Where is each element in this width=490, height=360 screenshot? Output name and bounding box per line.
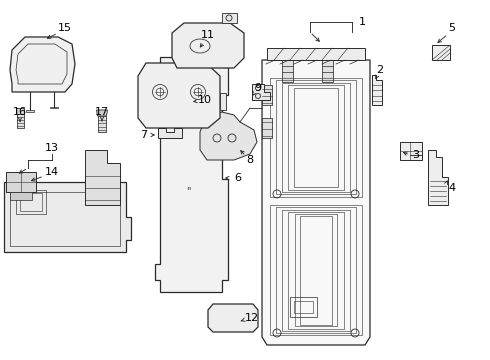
Polygon shape <box>222 13 237 23</box>
Polygon shape <box>16 108 24 114</box>
Polygon shape <box>262 60 370 345</box>
Polygon shape <box>220 93 226 110</box>
Polygon shape <box>432 45 450 60</box>
Polygon shape <box>155 57 228 292</box>
Text: 13: 13 <box>45 143 59 153</box>
Polygon shape <box>372 75 382 105</box>
Polygon shape <box>158 128 182 138</box>
Polygon shape <box>172 23 244 68</box>
Polygon shape <box>321 60 333 82</box>
Polygon shape <box>17 114 24 128</box>
Polygon shape <box>6 172 36 192</box>
Text: 15: 15 <box>58 23 72 33</box>
Text: 9: 9 <box>254 83 262 93</box>
Polygon shape <box>97 110 107 116</box>
Polygon shape <box>262 85 272 105</box>
Polygon shape <box>200 112 257 160</box>
Polygon shape <box>4 182 131 252</box>
Polygon shape <box>267 48 365 60</box>
Polygon shape <box>281 60 293 82</box>
Polygon shape <box>26 110 34 112</box>
Text: 3: 3 <box>412 150 419 160</box>
Polygon shape <box>10 37 75 92</box>
Polygon shape <box>85 150 120 205</box>
Text: 4: 4 <box>448 183 456 193</box>
Text: 12: 12 <box>245 313 259 323</box>
Polygon shape <box>262 118 272 138</box>
Text: 7: 7 <box>141 130 147 140</box>
Text: 16: 16 <box>13 107 27 117</box>
Polygon shape <box>428 150 448 205</box>
Polygon shape <box>252 84 270 100</box>
Text: 10: 10 <box>198 95 212 105</box>
Text: 6: 6 <box>235 173 242 183</box>
Polygon shape <box>98 116 106 132</box>
Polygon shape <box>400 142 422 160</box>
Polygon shape <box>208 304 258 332</box>
Text: 8: 8 <box>246 155 253 165</box>
Text: 5: 5 <box>448 23 456 33</box>
Text: 2: 2 <box>376 65 384 75</box>
Polygon shape <box>138 63 220 128</box>
Text: 1: 1 <box>359 17 366 27</box>
Polygon shape <box>50 107 58 108</box>
Text: ": " <box>186 186 190 196</box>
Text: 14: 14 <box>45 167 59 177</box>
Polygon shape <box>10 192 32 200</box>
Text: 11: 11 <box>201 30 215 40</box>
Text: 17: 17 <box>95 107 109 117</box>
